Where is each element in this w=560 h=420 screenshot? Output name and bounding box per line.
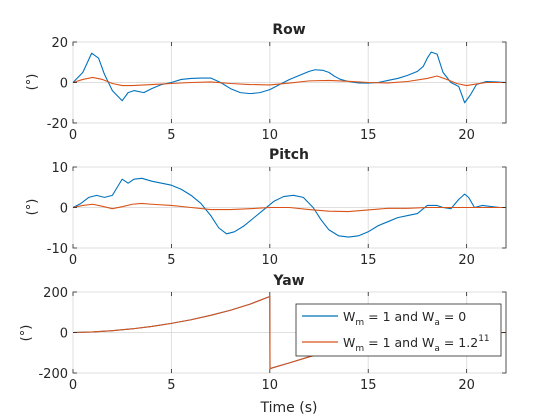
x-tick-label: 15 <box>360 378 377 393</box>
y-tick-label: 0 <box>60 77 68 92</box>
series-line-2 <box>72 75 506 87</box>
x-tick-label: 10 <box>262 253 279 268</box>
x-tick-label: 10 <box>262 128 279 143</box>
y-tick-label: 20 <box>51 36 68 51</box>
yaw-plot-title: Yaw <box>272 273 304 289</box>
y-tick-label: -200 <box>38 367 68 382</box>
x-tick-label: 15 <box>360 128 377 143</box>
x-tick-label: 5 <box>167 128 175 143</box>
x-tick-label: 0 <box>69 378 77 393</box>
legend-entry-1: Wm = 1 and Wa = 0 <box>343 309 466 328</box>
legend: Wm = 1 and Wa = 0 Wm = 1 and Wa = 1.211 <box>295 303 502 357</box>
pitch-plot-series <box>72 177 506 238</box>
x-tick-label: 5 <box>167 253 175 268</box>
x-tick-label: 20 <box>458 128 475 143</box>
x-tick-label: 5 <box>167 378 175 393</box>
y-tick-label: 200 <box>43 286 68 301</box>
x-tick-label: 0 <box>69 128 77 143</box>
x-tick-label: 15 <box>360 253 377 268</box>
pitch-plot-ylabel: (°) <box>25 199 40 216</box>
legend-box <box>295 303 502 357</box>
x-tick-label: 10 <box>262 378 279 393</box>
y-tick-label: 10 <box>51 161 68 176</box>
legend-entry-2: Wm = 1 and Wa = 1.211 <box>343 334 490 354</box>
pitch-plot-title: Pitch <box>269 147 309 163</box>
row-plot-grid <box>72 41 506 124</box>
x-tick-label: 0 <box>69 253 77 268</box>
y-tick-label: -10 <box>47 242 68 257</box>
row-plot-title: Row <box>272 22 305 38</box>
y-tick-label: -20 <box>47 117 68 132</box>
y-tick-label: 0 <box>60 327 68 342</box>
series-line-1 <box>72 51 507 104</box>
row-plot-ylabel: (°) <box>25 74 40 91</box>
series-line-2 <box>72 202 506 213</box>
yaw-plot-ylabel: (°) <box>19 325 34 342</box>
x-tick-label: 20 <box>458 378 475 393</box>
x-tick-label: 20 <box>458 253 475 268</box>
series-line-1 <box>72 177 506 238</box>
x-axis-label: Time (s) <box>260 400 318 416</box>
row-plot-series <box>72 51 507 104</box>
y-tick-label: 0 <box>60 202 68 217</box>
